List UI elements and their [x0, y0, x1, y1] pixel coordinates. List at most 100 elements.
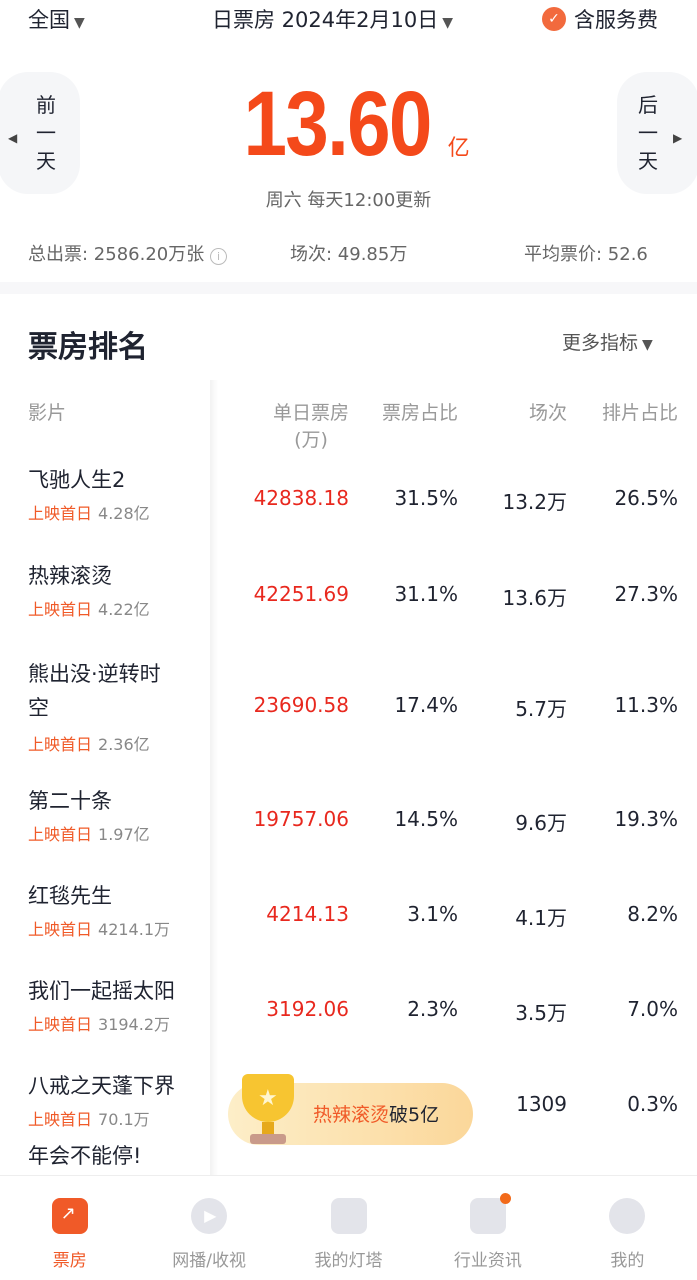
section-title: 票房排名 — [28, 330, 148, 365]
update-note: 周六 每天12:00更新 — [265, 190, 432, 211]
cumulative-total: 4214.1万 — [98, 920, 171, 939]
schedule-share: 7.0% — [627, 997, 678, 1021]
daily-box-office: 42838.18 — [253, 486, 349, 510]
release-tag: 上映首日 — [28, 504, 93, 523]
film-name: 红毯先生 — [28, 884, 112, 908]
arrow-right-icon: ▶ — [673, 131, 683, 145]
profile-icon — [609, 1198, 646, 1234]
daily-box-office: 19757.06 — [253, 807, 349, 831]
tab-0[interactable]: ↗ 票房 — [0, 1176, 139, 1280]
film-sub: 上映首日 1.97亿 — [28, 821, 150, 845]
arrow-left-icon: ◀ — [8, 131, 18, 145]
film-name: 熊出没·逆转时空 — [28, 662, 161, 720]
caret-down-icon: ▼ — [74, 15, 85, 31]
prev-day-button[interactable]: ◀ 前一天 — [0, 72, 80, 194]
tab-label: 票房 — [52, 1251, 87, 1271]
release-tag: 上映首日 — [28, 1015, 93, 1034]
film-name: 热辣滚烫 — [28, 564, 112, 588]
release-tag: 上映首日 — [28, 600, 93, 619]
film-name: 我们一起摇太阳 — [28, 979, 175, 1003]
trophy-icon: ★ — [236, 1066, 300, 1150]
daily-box-office: 42251.69 — [253, 582, 349, 606]
play-icon: ▶ — [191, 1198, 228, 1234]
header-film: 影片 — [28, 402, 67, 424]
daily-box-office: 3192.06 — [266, 997, 349, 1021]
region-label: 全国 — [28, 8, 70, 32]
notification-dot — [499, 1193, 511, 1204]
service-fee-toggle[interactable]: ✓ 含服务费 — [542, 4, 658, 34]
date-title: 日票房 2024年2月10日 — [212, 8, 439, 32]
box-office-share: 31.1% — [394, 582, 458, 606]
film-sub: 上映首日 4.28亿 — [28, 500, 150, 524]
header-daily[interactable]: 单日票房 (万) — [273, 398, 349, 452]
info-icon[interactable]: i — [209, 248, 227, 265]
film-sub: 上映首日 4.22亿 — [28, 596, 150, 620]
more-label: 更多指标 — [562, 332, 639, 354]
schedule-share: 26.5% — [614, 486, 678, 510]
film-sub: 上映首日 3194.2万 — [28, 1011, 170, 1035]
tickets-stat: 总出票: 2586.20万张 i — [28, 240, 227, 266]
prev-char: 天 — [36, 149, 56, 173]
sessions-stat: 场次: 49.85万 — [290, 244, 408, 265]
film-sub: 上映首日 4214.1万 — [28, 916, 170, 940]
header-daily-label: 单日票房 — [272, 402, 349, 424]
toast-film: 热辣滚烫 — [313, 1104, 390, 1126]
schedule-share: 11.3% — [614, 693, 678, 717]
top-bar: 全国 ▼ 日票房 2024年2月10日 ▼ ✓ 含服务费 — [0, 0, 697, 40]
next-char: 一 — [638, 121, 658, 145]
header-sessions[interactable]: 场次 — [528, 402, 567, 424]
tickets-text: 总出票: 2586.20万张 — [28, 244, 205, 265]
tab-label: 行业资讯 — [453, 1251, 522, 1271]
daily-box-office: 23690.58 — [253, 693, 349, 717]
more-metrics-button[interactable]: 更多指标 ▼ — [562, 328, 653, 355]
daily-box-office: 4214.13 — [266, 902, 349, 926]
header-schedule[interactable]: 排片占比 — [601, 402, 678, 424]
service-fee-label: 含服务费 — [574, 8, 658, 32]
cumulative-total: 4.22亿 — [98, 600, 150, 619]
news-icon — [469, 1193, 511, 1234]
prev-char: 前 — [36, 93, 56, 117]
tab-4[interactable]: 我的 — [558, 1176, 697, 1280]
tab-3[interactable]: 行业资讯 — [418, 1176, 557, 1280]
total-unit: 亿 — [447, 136, 470, 161]
schedule-share: 27.3% — [614, 582, 678, 606]
next-char: 天 — [638, 149, 658, 173]
tab-2[interactable]: 我的灯塔 — [279, 1176, 418, 1280]
film-name: 年会不能停! — [28, 1144, 142, 1168]
check-icon: ✓ — [542, 7, 566, 31]
column-shadow — [210, 380, 218, 1175]
sessions: 4.1万 — [515, 906, 567, 930]
cumulative-total: 3194.2万 — [98, 1015, 171, 1034]
box-office-share: 17.4% — [394, 693, 458, 717]
release-tag: 上映首日 — [28, 1110, 93, 1129]
lighthouse-icon — [330, 1198, 367, 1234]
cumulative-total: 70.1万 — [98, 1110, 150, 1129]
schedule-share: 8.2% — [627, 902, 678, 926]
total-amount: 13.60 — [243, 73, 433, 175]
sessions: 9.6万 — [515, 811, 567, 835]
release-tag: 上映首日 — [28, 920, 93, 939]
release-tag: 上映首日 — [28, 735, 93, 754]
daily-total: 13.60 亿 — [0, 72, 697, 177]
sessions: 13.6万 — [502, 586, 567, 610]
caret-down-icon: ▼ — [442, 15, 453, 31]
sessions: 5.7万 — [515, 697, 567, 721]
header-share[interactable]: 票房占比 — [381, 402, 458, 424]
region-selector[interactable]: 全国 ▼ — [28, 4, 85, 34]
film-sub: 上映首日 70.1万 — [28, 1106, 150, 1130]
avg-price-stat: 平均票价: 52.6 — [524, 244, 648, 265]
box-office-share: 2.3% — [407, 997, 458, 1021]
film-name: 飞驰人生2 — [28, 468, 126, 492]
tab-label: 我的灯塔 — [314, 1251, 383, 1271]
next-char: 后 — [638, 93, 658, 117]
caret-down-icon: ▼ — [642, 337, 653, 353]
cumulative-total: 1.97亿 — [98, 825, 150, 844]
tab-1[interactable]: ▶ 网播/收视 — [139, 1176, 278, 1280]
release-tag: 上映首日 — [28, 825, 93, 844]
box-office-share: 14.5% — [394, 807, 458, 831]
tab-label: 网播/收视 — [172, 1251, 246, 1271]
date-selector[interactable]: 日票房 2024年2月10日 ▼ — [212, 4, 453, 34]
next-day-button[interactable]: ▶ 后一天 — [617, 72, 697, 194]
film-name: 第二十条 — [28, 789, 112, 813]
film-name: 八戒之天蓬下界 — [28, 1074, 175, 1098]
